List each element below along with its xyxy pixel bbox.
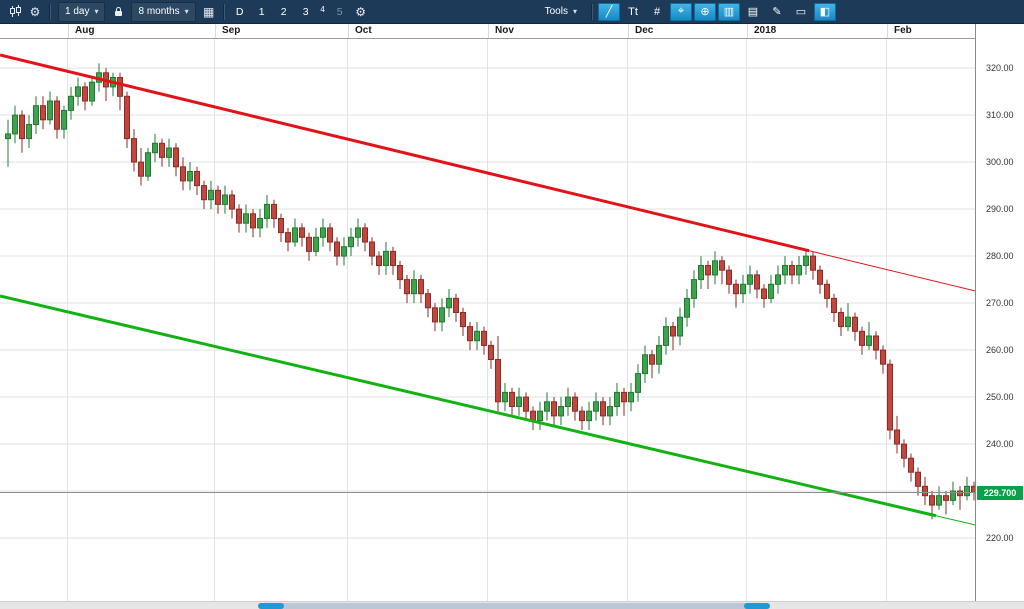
- x-axis-tick: [347, 24, 349, 38]
- x-axis-labels: Aug Sep Oct Nov Dec 2018 Feb: [0, 24, 975, 39]
- period-button-3[interactable]: 3: [302, 5, 309, 18]
- y-axis-label: 300.00: [986, 156, 1014, 167]
- scrollbar-right-handle[interactable]: [744, 603, 770, 609]
- horizontal-scrollbar[interactable]: [0, 601, 1024, 609]
- y-axis-label: 260.00: [986, 344, 1014, 355]
- tool-buttons: ╱ Tt # ⌖ ⊕ ▥ ▤ ✎ ▭ ◧: [597, 2, 837, 21]
- interval-value: 1 day: [65, 6, 90, 17]
- x-axis-label: Nov: [495, 25, 514, 36]
- toolbar-separator: [222, 3, 225, 20]
- x-axis-label: 2018: [754, 25, 777, 36]
- x-axis-tick: [487, 24, 489, 38]
- crosshair-tool[interactable]: ⌖: [670, 2, 692, 21]
- x-axis-tick: [746, 24, 748, 38]
- current-price-badge: 229.700: [977, 485, 1023, 500]
- compare-tool[interactable]: ▤: [747, 6, 759, 18]
- period-button-D[interactable]: D: [235, 5, 244, 18]
- chart-toolbar: ⚙ 1 day ▾ 8 months ▾ ▦ D 1 2 3 4 5 ⚙ Tools ▾ …: [0, 0, 1024, 24]
- x-axis-label: Aug: [75, 25, 95, 36]
- calendar-icon[interactable]: ▦: [202, 4, 215, 19]
- y-axis-label: 240.00: [986, 438, 1014, 449]
- y-axis-label: 280.00: [986, 250, 1014, 261]
- period-button-1[interactable]: 1: [258, 5, 265, 18]
- x-axis-label: Oct: [355, 25, 372, 36]
- x-axis-tick: [67, 24, 69, 38]
- period-buttons: D 1 2 3 4 5: [229, 3, 351, 21]
- x-axis-label: Dec: [635, 25, 654, 36]
- x-axis-label: Feb: [894, 25, 912, 36]
- scrollbar-thumb[interactable]: [258, 603, 770, 609]
- chart-plot-area[interactable]: [0, 39, 975, 601]
- trendline-tool[interactable]: ╱: [598, 2, 620, 21]
- range-dropdown[interactable]: 8 months ▾: [131, 1, 196, 22]
- range-value: 8 months: [138, 6, 180, 17]
- snapshot-tool[interactable]: ▭: [795, 6, 807, 18]
- tools-dropdown[interactable]: Tools ▾: [538, 2, 584, 22]
- y-axis[interactable]: 229.700 320.00 310.00 300.00 290.00 280.00 27…: [975, 24, 1024, 601]
- annotate-tool[interactable]: ✎: [772, 6, 782, 18]
- gear-icon[interactable]: ⚙: [29, 4, 41, 19]
- toolbar-separator: [49, 3, 51, 20]
- magnet-tool[interactable]: ⊕: [694, 2, 716, 21]
- chevron-down-icon: ▾: [184, 7, 189, 16]
- chevron-down-icon: ▾: [572, 7, 577, 16]
- x-axis-tick: [627, 24, 629, 38]
- y-axis-label: 270.00: [986, 297, 1014, 308]
- y-axis-label: 250.00: [986, 391, 1014, 402]
- chevron-down-icon: ▾: [94, 7, 99, 16]
- tools-cluster: Tools ▾ ╱ Tt # ⌖ ⊕ ▥ ▤ ✎ ▭ ◧: [535, 2, 837, 22]
- scrollbar-left-handle[interactable]: [258, 603, 284, 609]
- grid-tool[interactable]: #: [653, 5, 661, 18]
- x-axis-tick: [886, 24, 888, 38]
- interval-dropdown[interactable]: 1 day ▾: [58, 1, 106, 22]
- lock-icon[interactable]: [109, 3, 127, 21]
- brush-tool[interactable]: ◧: [814, 2, 836, 21]
- tools-label: Tools: [544, 6, 568, 17]
- period-button-2[interactable]: 2: [280, 5, 287, 18]
- bar-chart-tool[interactable]: ▥: [718, 2, 740, 21]
- period-button-4[interactable]: 4: [320, 5, 325, 14]
- toolbar-separator: [591, 3, 593, 20]
- y-axis-label: 310.00: [986, 109, 1014, 120]
- period-button-5[interactable]: 5: [336, 5, 343, 18]
- chart-type-icon[interactable]: [6, 3, 24, 21]
- text-tool[interactable]: Tt: [628, 5, 638, 18]
- y-axis-label: 220.00: [986, 532, 1014, 543]
- y-axis-label: 320.00: [986, 62, 1014, 73]
- x-axis-label: Sep: [222, 25, 241, 36]
- y-axis-label: 290.00: [986, 203, 1014, 214]
- chart-settings-gear-icon[interactable]: ⚙: [355, 4, 367, 19]
- x-axis-tick: [214, 24, 216, 38]
